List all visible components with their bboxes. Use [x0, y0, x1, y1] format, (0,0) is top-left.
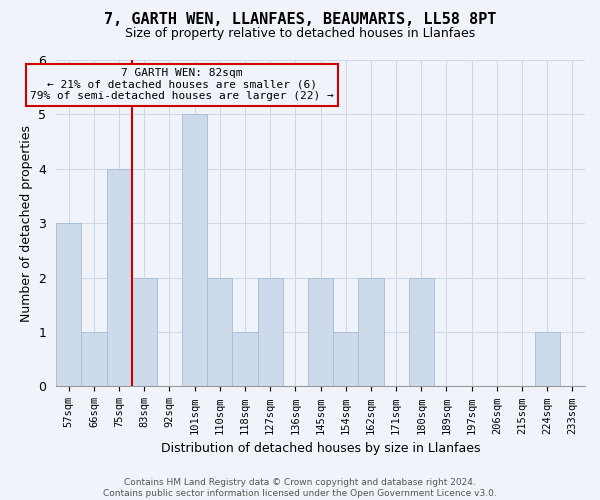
Bar: [409, 278, 434, 386]
Bar: [207, 278, 232, 386]
Bar: [358, 278, 383, 386]
Text: 7 GARTH WEN: 82sqm
← 21% of detached houses are smaller (6)
79% of semi-detached: 7 GARTH WEN: 82sqm ← 21% of detached hou…: [30, 68, 334, 102]
Bar: [107, 169, 132, 386]
Y-axis label: Number of detached properties: Number of detached properties: [20, 124, 33, 322]
Text: 7, GARTH WEN, LLANFAES, BEAUMARIS, LL58 8PT: 7, GARTH WEN, LLANFAES, BEAUMARIS, LL58 …: [104, 12, 496, 28]
Bar: [333, 332, 358, 386]
Bar: [232, 332, 257, 386]
Bar: [535, 332, 560, 386]
Text: Contains HM Land Registry data © Crown copyright and database right 2024.
Contai: Contains HM Land Registry data © Crown c…: [103, 478, 497, 498]
Bar: [132, 278, 157, 386]
Bar: [257, 278, 283, 386]
Bar: [82, 332, 107, 386]
Bar: [182, 114, 207, 386]
Text: Size of property relative to detached houses in Llanfaes: Size of property relative to detached ho…: [125, 28, 475, 40]
Bar: [308, 278, 333, 386]
Bar: [56, 223, 82, 386]
X-axis label: Distribution of detached houses by size in Llanfaes: Distribution of detached houses by size …: [161, 442, 481, 455]
